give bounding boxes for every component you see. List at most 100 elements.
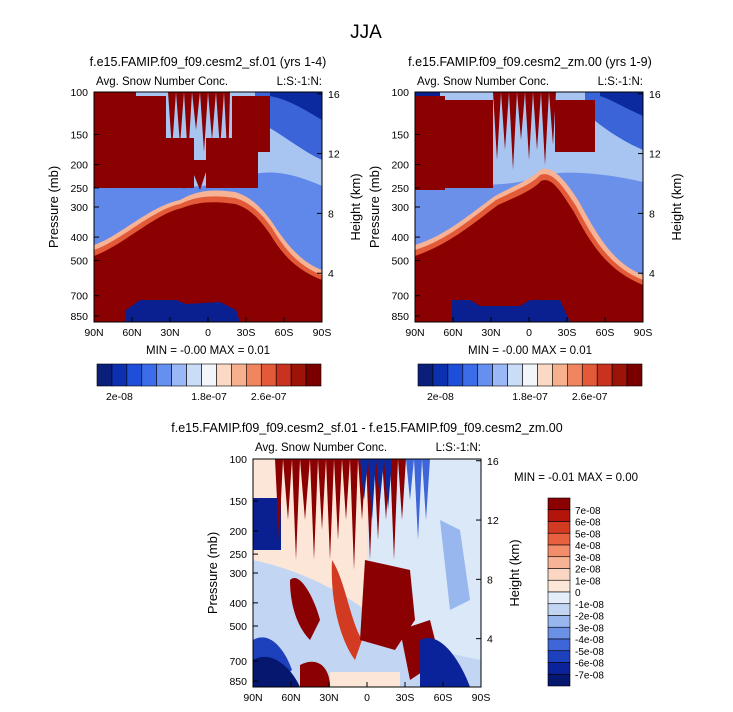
y-right-tick-label: 16	[328, 89, 340, 101]
colorbar-swatch	[432, 363, 449, 387]
x-tick-label: 90S	[313, 327, 332, 339]
colorbar-swatch	[492, 363, 508, 387]
x-tick-label: 30S	[558, 327, 577, 339]
panel3-title: f.e15.FAMIP.f09_f09.cesm2_sf.01 - f.e15.…	[171, 421, 562, 435]
x-tick-label: 60N	[122, 327, 141, 339]
x-tick-label: 60S	[434, 692, 453, 704]
y-right-tick-label: 12	[649, 149, 661, 161]
colorbar-swatch	[417, 363, 434, 387]
colorbar-swatch	[547, 497, 571, 511]
colorbar-swatch	[477, 363, 493, 387]
colorbar-label: 1.8e-07	[191, 391, 227, 403]
colorbar-label: 1.8e-07	[512, 391, 548, 403]
colorbar-label: -4e-08	[575, 635, 604, 646]
colorbar-swatch	[522, 363, 538, 387]
y-tick-label: 250	[229, 549, 247, 561]
colorbar-swatch	[111, 363, 128, 387]
colorbar-swatch	[201, 363, 217, 387]
colorbar-swatch	[537, 363, 553, 387]
colorbar-swatch	[126, 363, 143, 387]
y-tick-label: 850	[229, 676, 247, 688]
x-tick-label: 30S	[396, 692, 415, 704]
y-tick-label: 150	[70, 129, 88, 141]
panel2-variable-label: Avg. Snow Number Conc.	[417, 76, 549, 88]
panel3-minmax: MIN = -0.01 MAX = 0.00	[514, 472, 638, 484]
x-tick-label: 30S	[237, 327, 256, 339]
colorbar-label: -6e-08	[575, 659, 604, 670]
colorbar-swatch	[260, 363, 277, 387]
colorbar-swatch	[547, 615, 571, 628]
colorbar-label: 2e-08	[427, 391, 454, 403]
y-right-tick-label: 4	[487, 634, 493, 646]
colorbar-swatch	[547, 591, 571, 605]
y-tick-label: 400	[391, 232, 409, 244]
y-tick-label: 150	[391, 129, 409, 141]
panel2-corner-label: L:S:-1:N:	[598, 76, 643, 88]
x-tick-label: 30N	[160, 327, 179, 339]
colorbar-swatch	[552, 363, 568, 387]
colorbar-swatch	[611, 363, 628, 387]
colorbar-swatch	[216, 363, 232, 387]
x-tick-label: 60N	[443, 327, 462, 339]
y-right-tick-label: 8	[487, 574, 493, 586]
colorbar-swatch	[290, 363, 307, 387]
panel1-field	[94, 92, 322, 322]
colorbar-swatch	[547, 579, 571, 593]
y-tick-label: 300	[229, 568, 247, 580]
panel1-right-axis-title: Height (km)	[348, 173, 363, 240]
y-tick-label: 700	[229, 656, 247, 668]
colorbar-label: -2e-08	[575, 612, 604, 623]
y-tick-label: 200	[229, 526, 247, 538]
colorbar-label: 2.6e-07	[251, 391, 287, 403]
y-tick-label: 300	[70, 202, 88, 214]
x-tick-label: 60S	[596, 327, 615, 339]
colorbar-swatch	[567, 363, 583, 387]
y-tick-label: 100	[70, 87, 88, 99]
y-tick-label: 250	[70, 183, 88, 195]
colorbar-label: -5e-08	[575, 647, 604, 658]
colorbar-swatch	[547, 544, 571, 558]
y-tick-label: 100	[229, 454, 247, 466]
panel3-left-axis-title: Pressure (mb)	[205, 532, 220, 614]
colorbar-label: 0	[575, 588, 581, 599]
colorbars: 2e-08 1.8e-07 2.6e-07 2e-08 1.8e-07 2.6e-07 7e…	[96, 363, 643, 687]
y-tick-label: 150	[229, 496, 247, 508]
x-tick-label: 0	[364, 692, 370, 704]
y-tick-label: 850	[70, 311, 88, 323]
colorbar-swatch	[547, 673, 571, 687]
x-tick-label: 60N	[281, 692, 300, 704]
colorbar-label: -1e-08	[575, 600, 604, 611]
colorbar-label: 2e-08	[106, 391, 133, 403]
colorbar-swatch	[626, 363, 643, 387]
y-tick-label: 100	[391, 87, 409, 99]
colorbar-swatch	[447, 363, 464, 387]
colorbar-swatch	[547, 521, 571, 534]
y-tick-label: 200	[70, 160, 88, 172]
y-tick-label: 700	[391, 291, 409, 303]
y-right-tick-label: 8	[649, 208, 655, 220]
panel2-left-axis-title: Pressure (mb)	[367, 166, 382, 248]
colorbar-label: 5e-08	[575, 529, 601, 540]
y-tick-label: 500	[391, 255, 409, 267]
y-tick-label: 850	[391, 311, 409, 323]
x-tick-label: 60S	[275, 327, 294, 339]
panel1-left-axis-title: Pressure (mb)	[46, 166, 61, 248]
colorbar-label: 6e-08	[575, 518, 601, 529]
colorbar-label: -3e-08	[575, 623, 604, 634]
x-tick-label: 90N	[84, 327, 103, 339]
y-right-tick-label: 12	[487, 515, 499, 527]
colorbar-swatch	[305, 363, 322, 387]
colorbar-swatch	[547, 509, 571, 522]
panel3-corner-label: L:S:-1:N:	[436, 442, 481, 454]
y-tick-label: 700	[70, 291, 88, 303]
y-tick-label: 400	[229, 598, 247, 610]
colorbar-label: 1e-08	[575, 576, 601, 587]
y-tick-label: 500	[70, 255, 88, 267]
colorbar-swatch	[547, 650, 571, 663]
y-right-tick-label: 4	[649, 268, 655, 280]
panel1-variable-label: Avg. Snow Number Conc.	[96, 76, 228, 88]
x-tick-label: 90N	[243, 692, 262, 704]
x-tick-label: 0	[526, 327, 532, 339]
colorbar-swatch	[581, 363, 598, 387]
